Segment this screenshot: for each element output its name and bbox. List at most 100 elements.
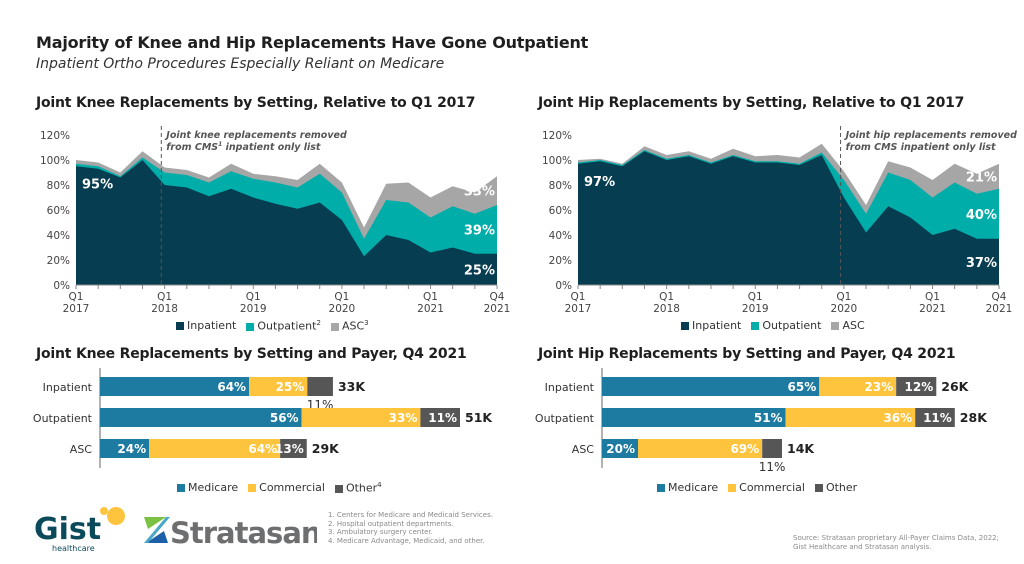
legend-footnote-marker: 3 [364,319,369,327]
annotation-line-1: Joint knee replacements removed [164,130,347,141]
legend-label: ASC [842,319,865,332]
bar-segment-commercial [149,439,281,458]
stratasan-mark-blue [146,531,168,543]
stratasan-mark-slash [144,517,170,543]
legend-swatch [751,322,760,330]
footnote-1: 1. Centers for Medicare and Medicaid Ser… [328,511,493,519]
bar-total-label: 14K [787,441,815,456]
x-tick-label: Q4 [490,291,505,303]
data-label-outpatient: 39% [464,223,495,238]
category-label: Inpatient [545,381,595,394]
legend-label: Outpatient [257,319,317,333]
y-tick-label: 60% [549,205,572,217]
x-tick-label: Q1 [836,291,851,303]
x-tick-label: Q1 [748,291,763,303]
annotation-line-2: from CMS1 inpatient only list [166,141,321,153]
footnote-2: 2. Hospital outpatient departments. [328,519,454,528]
bar-total-label: 51K [465,410,493,425]
category-label: Inpatient [43,381,93,394]
data-label-inpatient: 95% [82,177,113,192]
y-tick-label: 80% [549,180,572,192]
x-tick-label: 2020 [329,303,356,315]
bar-segment-medicare [100,439,150,458]
bar-total-label: 28K [960,410,988,425]
legend-swatch [176,322,184,331]
annotation-line-2: from CMS inpatient only list [846,142,996,153]
hip-area-chart: 0%20%40%60%80%100%120%Q12017Q12018Q12019… [542,126,1017,315]
legend-swatch [248,484,257,493]
data-label-outpatient: 40% [966,208,997,223]
x-tick-label: Q1 [246,291,261,303]
segment-label-medicare: 20% [606,442,635,456]
y-tick-label: 80% [47,180,70,192]
source-line-1: Source: Stratasan proprietary All-Payer … [793,534,999,542]
x-tick-label: Q1 [423,291,438,303]
knee-area-title: Joint Knee Replacements by Setting, Rela… [36,95,476,111]
y-tick-label: 100% [40,155,70,167]
legend-label: Inpatient [692,319,742,332]
y-tick-label: 60% [47,205,70,217]
legend-label: Medicare [188,481,239,495]
bar-segment-other [280,439,307,458]
logo-dot-small [100,507,108,515]
category-label: ASC [572,443,595,456]
segment-label-medicare: 64% [217,380,246,394]
x-tick-label: 2021 [986,303,1013,315]
x-tick-label: Q1 [571,291,586,303]
gist-logo-tagline: healthcare [52,544,95,553]
legend-swatch [246,322,255,331]
x-tick-label: Q1 [659,291,674,303]
x-tick-label: Q1 [925,291,940,303]
x-tick-label: 2018 [151,303,178,315]
x-tick-label: 2019 [742,303,769,315]
legend-item-other: Other4 [334,481,382,495]
x-tick-label: Q1 [69,291,84,303]
segment-label-commercial: 23% [864,380,893,394]
segment-label-other: 11% [759,460,786,474]
legend-swatch [814,484,823,492]
legend-item-asc: ASC [831,319,865,332]
data-label-asc: 33% [464,185,495,200]
legend-label: Commercial [739,481,805,494]
category-label: ASC [70,443,93,456]
bar-segment-medicare [602,439,638,458]
segment-label-commercial: 33% [389,411,418,425]
x-tick-label: 2019 [240,303,267,315]
legend-label: Commercial [259,481,325,495]
area-inpatient [76,160,497,285]
legend-label: Medicare [668,481,719,494]
bar-segment-other [307,377,333,396]
page-title: Majority of Knee and Hip Replacements Ha… [36,33,589,52]
bar-segment-commercial [785,408,916,427]
legend-label: ASC [341,319,365,333]
legend-item-outpatient: Outpatient [751,319,821,332]
stratasan-mark-green [144,517,166,529]
segment-label-other: 12% [905,380,934,394]
segment-label-other: 11% [428,411,457,425]
y-tick-label: 100% [542,155,572,167]
x-tick-label: 2017 [63,303,90,315]
legend-item-medicare: Medicare [657,481,718,494]
segment-label-medicare: 51% [754,411,783,425]
y-tick-label: 40% [47,230,70,242]
x-tick-label: 2021 [919,303,946,315]
bar-total-label: 33K [338,379,366,394]
segment-label-medicare: 24% [117,442,146,456]
bar-segment-medicare [602,408,786,427]
legend-item-inpatient: Inpatient [681,319,741,332]
source-line-2: Gist Healthcare and Stratasan analysis. [793,543,932,551]
legend-footnote-marker: 4 [377,481,382,489]
legend-item-asc: ASC3 [330,319,369,333]
legend-swatch [728,484,737,492]
y-tick-label: 20% [47,255,70,267]
x-tick-label: Q1 [334,291,349,303]
legend-item-commercial: Commercial [248,481,325,494]
y-tick-label: 120% [542,130,572,142]
bar-segment-commercial [249,377,308,396]
logo-dot-large [107,507,125,525]
bar-segment-medicare [100,377,250,396]
legend-footnote-marker: 2 [316,319,321,327]
bar-segment-commercial [301,408,421,427]
footnote-4: 4. Medicare Advantage, Medicaid, and oth… [328,536,485,545]
stratasan-logo: Stratasan [144,516,317,549]
